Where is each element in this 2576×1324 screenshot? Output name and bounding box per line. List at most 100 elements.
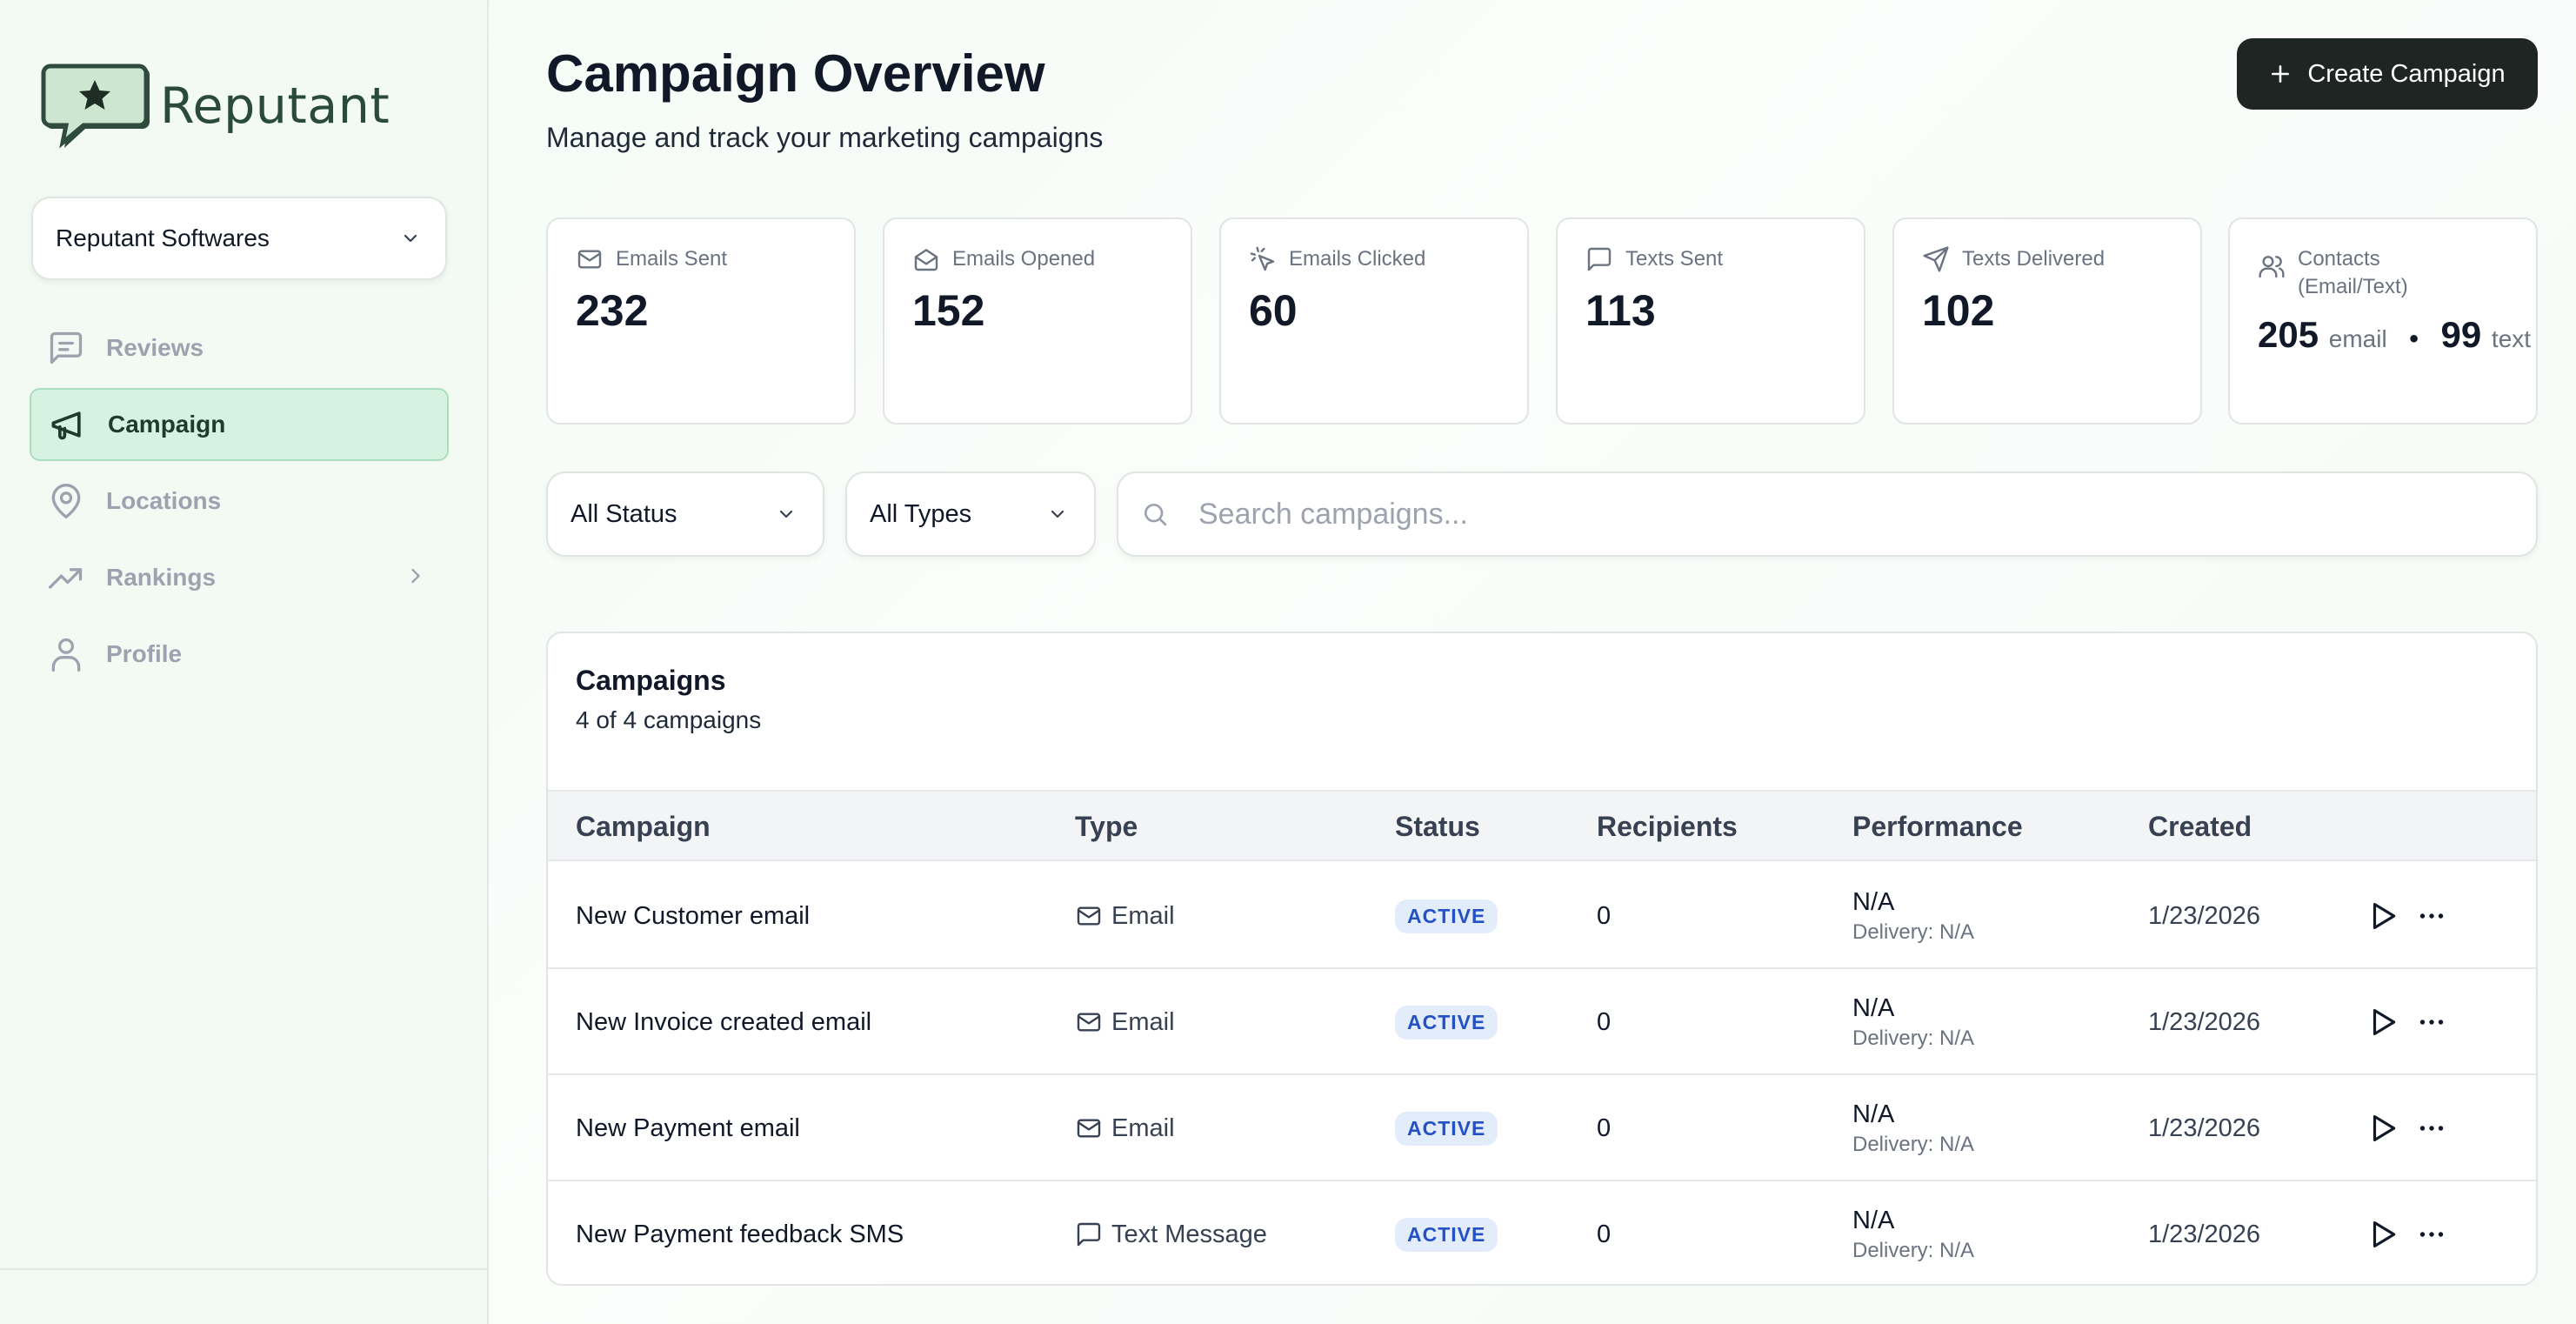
- delivery-value: Delivery: N/A: [1852, 1238, 1975, 1262]
- more-horizontal-icon[interactable]: [2414, 1111, 2449, 1146]
- column-header-performance[interactable]: Performance: [1852, 811, 2023, 842]
- campaign-name[interactable]: New Invoice created email: [576, 1007, 872, 1036]
- table-row[interactable]: New Customer email Email ACTIVE 0 N/A De…: [548, 863, 2536, 969]
- delivery-value: Delivery: N/A: [1852, 919, 1975, 944]
- message-square-icon: [1585, 245, 1613, 273]
- play-icon[interactable]: [2366, 1005, 2400, 1040]
- stat-label: Contacts: [2298, 247, 2380, 271]
- more-horizontal-icon[interactable]: [2414, 899, 2449, 933]
- column-header-created[interactable]: Created: [2148, 811, 2252, 842]
- column-header-recipients[interactable]: Recipients: [1597, 811, 1738, 842]
- table-row[interactable]: New Invoice created email Email ACTIVE 0…: [548, 969, 2536, 1075]
- stat-label: Texts Sent: [1625, 247, 1724, 271]
- sidebar-item-locations[interactable]: Locations: [30, 465, 449, 538]
- table-title: Campaigns: [576, 665, 726, 696]
- campaign-type-label: Email: [1111, 1113, 1175, 1142]
- search-input[interactable]: [1198, 497, 2416, 532]
- campaigns-table-card: Campaigns 4 of 4 campaigns Campaign Type…: [546, 632, 2538, 1286]
- create-campaign-button[interactable]: Create Campaign: [2237, 38, 2538, 110]
- stat-label: Emails Opened: [952, 247, 1096, 271]
- brand[interactable]: Reputant: [40, 61, 390, 151]
- create-campaign-label: Create Campaign: [2307, 59, 2506, 88]
- campaign-performance: N/A Delivery: N/A: [1852, 1181, 1975, 1284]
- sidebar-footer-divider: [0, 1268, 489, 1270]
- chevron-down-icon: [776, 504, 797, 525]
- stat-card-emails-opened: Emails Opened 152: [883, 217, 1192, 425]
- contacts-text-unit: text: [2491, 325, 2532, 352]
- campaign-type: Email: [1075, 1075, 1175, 1181]
- stat-card-texts-delivered: Texts Delivered 102: [1892, 217, 2202, 425]
- more-horizontal-icon[interactable]: [2414, 1217, 2449, 1252]
- reputant-logo-icon: [40, 61, 151, 151]
- organization-select-value: Reputant Softwares: [56, 224, 270, 251]
- campaign-status: ACTIVE: [1395, 1181, 1498, 1284]
- sidebar-item-label: Campaign: [108, 411, 226, 438]
- campaign-type: Email: [1075, 969, 1175, 1075]
- mail-icon: [1075, 902, 1103, 930]
- stat-label: Emails Sent: [616, 247, 728, 271]
- stat-value: 113: [1585, 286, 1656, 335]
- campaign-created-date: 1/23/2026: [2148, 1220, 2261, 1248]
- table-row[interactable]: New Payment email Email ACTIVE 0 N/A Del…: [548, 1075, 2536, 1181]
- stat-card-contacts: Contacts (Email/Text) 205 email • 99 tex…: [2228, 217, 2538, 425]
- trending-up-icon: [45, 557, 87, 598]
- sidebar-item-profile[interactable]: Profile: [30, 618, 449, 691]
- page-subtitle: Manage and track your marketing campaign…: [546, 122, 1104, 153]
- stat-label-sub: (Email/Text): [2298, 275, 2408, 298]
- more-horizontal-icon[interactable]: [2414, 1005, 2449, 1040]
- search-box[interactable]: [1117, 471, 2538, 557]
- column-header-status[interactable]: Status: [1395, 811, 1480, 842]
- megaphone-icon: [47, 404, 89, 445]
- status-filter-select[interactable]: All Status: [546, 471, 824, 557]
- play-icon[interactable]: [2366, 899, 2400, 933]
- type-filter-select[interactable]: All Types: [845, 471, 1096, 557]
- status-badge: ACTIVE: [1395, 1111, 1498, 1146]
- sidebar: Reputant Reputant Softwares Reviews Camp…: [0, 0, 489, 1324]
- campaign-name[interactable]: New Customer email: [576, 901, 811, 930]
- campaign-created-date: 1/23/2026: [2148, 901, 2261, 930]
- plus-icon: [2269, 63, 2292, 85]
- type-filter-value: All Types: [870, 499, 972, 528]
- sidebar-item-reviews[interactable]: Reviews: [30, 311, 449, 384]
- campaign-recipients: 0: [1597, 1007, 1612, 1036]
- sidebar-item-label: Reviews: [106, 334, 204, 361]
- stat-value: 232: [576, 286, 649, 335]
- campaign-name[interactable]: New Payment feedback SMS: [576, 1220, 904, 1248]
- performance-value: N/A: [1852, 887, 1895, 916]
- play-icon[interactable]: [2366, 1217, 2400, 1252]
- campaign-recipients: 0: [1597, 901, 1612, 930]
- map-pin-icon: [45, 480, 87, 522]
- stat-card-emails-clicked: Emails Clicked 60: [1219, 217, 1529, 425]
- chevron-right-icon[interactable]: [404, 564, 428, 588]
- campaign-recipients: 0: [1597, 1220, 1612, 1248]
- mouse-pointer-click-icon: [1249, 245, 1277, 273]
- campaign-name[interactable]: New Payment email: [576, 1113, 800, 1142]
- message-square-icon: [1075, 1220, 1103, 1248]
- contacts-text-count: 99: [2440, 314, 2482, 355]
- column-header-type[interactable]: Type: [1075, 811, 1138, 842]
- sidebar-item-label: Locations: [106, 487, 222, 514]
- performance-value: N/A: [1852, 993, 1895, 1022]
- chevron-down-icon: [400, 228, 421, 249]
- mail-icon: [1075, 1008, 1103, 1036]
- campaign-status: ACTIVE: [1395, 863, 1498, 969]
- table-header: Campaign Type Status Recipients Performa…: [548, 790, 2536, 861]
- play-icon[interactable]: [2366, 1111, 2400, 1146]
- sidebar-item-label: Rankings: [106, 564, 217, 591]
- campaign-type-label: Email: [1111, 901, 1175, 930]
- sidebar-item-campaign[interactable]: Campaign: [30, 388, 449, 461]
- search-icon: [1141, 500, 1169, 528]
- stat-value: 60: [1249, 286, 1298, 335]
- status-badge: ACTIVE: [1395, 1217, 1498, 1252]
- campaign-performance: N/A Delivery: N/A: [1852, 969, 1974, 1075]
- campaign-created-date: 1/23/2026: [2148, 1007, 2261, 1036]
- campaign-status: ACTIVE: [1395, 1075, 1498, 1181]
- column-header-campaign[interactable]: Campaign: [576, 811, 711, 842]
- organization-select[interactable]: Reputant Softwares: [31, 197, 447, 280]
- campaign-type: Email: [1075, 863, 1175, 969]
- row-actions: [2366, 1075, 2449, 1181]
- users-icon: [2258, 252, 2286, 280]
- sidebar-item-rankings[interactable]: Rankings: [30, 541, 449, 614]
- table-row[interactable]: New Payment feedback SMS Text Message AC…: [548, 1181, 2536, 1284]
- contacts-separator: •: [2409, 324, 2419, 353]
